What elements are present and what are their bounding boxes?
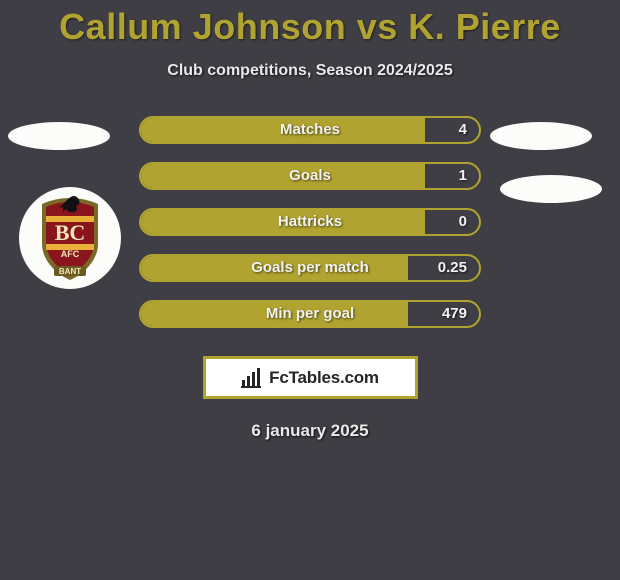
stat-value: 0.25	[438, 256, 467, 280]
club-crest-icon: BC AFC BANT	[32, 194, 108, 282]
branding-text: FcTables.com	[269, 368, 379, 388]
stat-label: Goals	[289, 164, 331, 188]
player-1-marker	[8, 122, 110, 150]
stat-label: Goals per match	[251, 256, 369, 280]
club-badge: BC AFC BANT	[19, 187, 121, 289]
bar-chart-icon	[241, 368, 263, 388]
stat-label: Min per goal	[266, 302, 354, 326]
stat-bar: Goals 1	[139, 162, 481, 190]
branding-box[interactable]: FcTables.com	[203, 356, 418, 399]
date-label: 6 january 2025	[0, 421, 620, 441]
stat-label: Matches	[280, 118, 340, 142]
player-2-marker-secondary	[500, 175, 602, 203]
stat-bar: Hattricks 0	[139, 208, 481, 236]
stat-value: 1	[459, 164, 467, 188]
stat-bar: Matches 4	[139, 116, 481, 144]
badge-letters: BC	[55, 220, 86, 245]
player-2-marker	[490, 122, 592, 150]
page-title: Callum Johnson vs K. Pierre	[0, 0, 620, 48]
badge-sub: AFC	[61, 249, 80, 259]
stat-value: 4	[459, 118, 467, 142]
stat-fill	[141, 164, 425, 188]
stat-value: 479	[442, 302, 467, 326]
stat-bar: Goals per match 0.25	[139, 254, 481, 282]
stat-bar: Min per goal 479	[139, 300, 481, 328]
stat-label: Hattricks	[278, 210, 342, 234]
stat-value: 0	[459, 210, 467, 234]
badge-banner: BANT	[59, 267, 81, 276]
page-subtitle: Club competitions, Season 2024/2025	[0, 62, 620, 80]
